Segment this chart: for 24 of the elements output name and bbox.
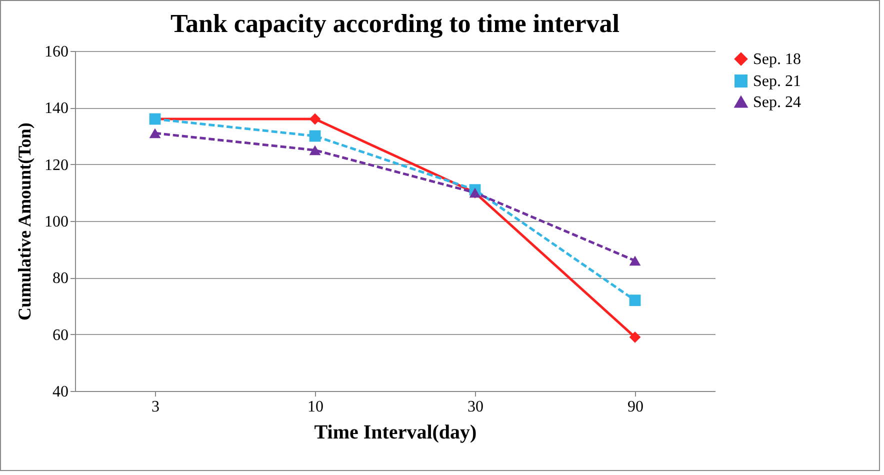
point <box>309 145 321 156</box>
chart-title: Tank capacity according to time interval <box>170 9 620 38</box>
point <box>149 128 161 138</box>
y-tick-label: 60 <box>52 326 68 344</box>
x-tick-label: 3 <box>152 398 160 416</box>
y-tick-label: 40 <box>52 384 68 400</box>
x-tick-label: 90 <box>628 398 644 416</box>
legend-label: Sep. 24 <box>753 94 801 111</box>
point <box>629 294 641 306</box>
x-axis-title: Time Interval(day) <box>314 422 477 444</box>
x-tick-label: 10 <box>308 398 324 416</box>
y-tick-label: 120 <box>44 156 68 174</box>
legend-label: Sep. 18 <box>753 51 801 68</box>
y-tick-label: 80 <box>52 270 68 288</box>
point <box>629 331 641 343</box>
y-tick-label: 100 <box>44 214 68 230</box>
legend-label: Sep. 21 <box>753 73 801 90</box>
x-tick-label: 30 <box>468 398 484 416</box>
point <box>629 256 641 266</box>
point <box>309 130 321 142</box>
y-tick-label: 140 <box>44 100 68 118</box>
y-axis-title: Cumulative Amount(Ton) <box>14 122 34 320</box>
y-tick-label: 160 <box>44 44 68 60</box>
point <box>309 113 321 125</box>
